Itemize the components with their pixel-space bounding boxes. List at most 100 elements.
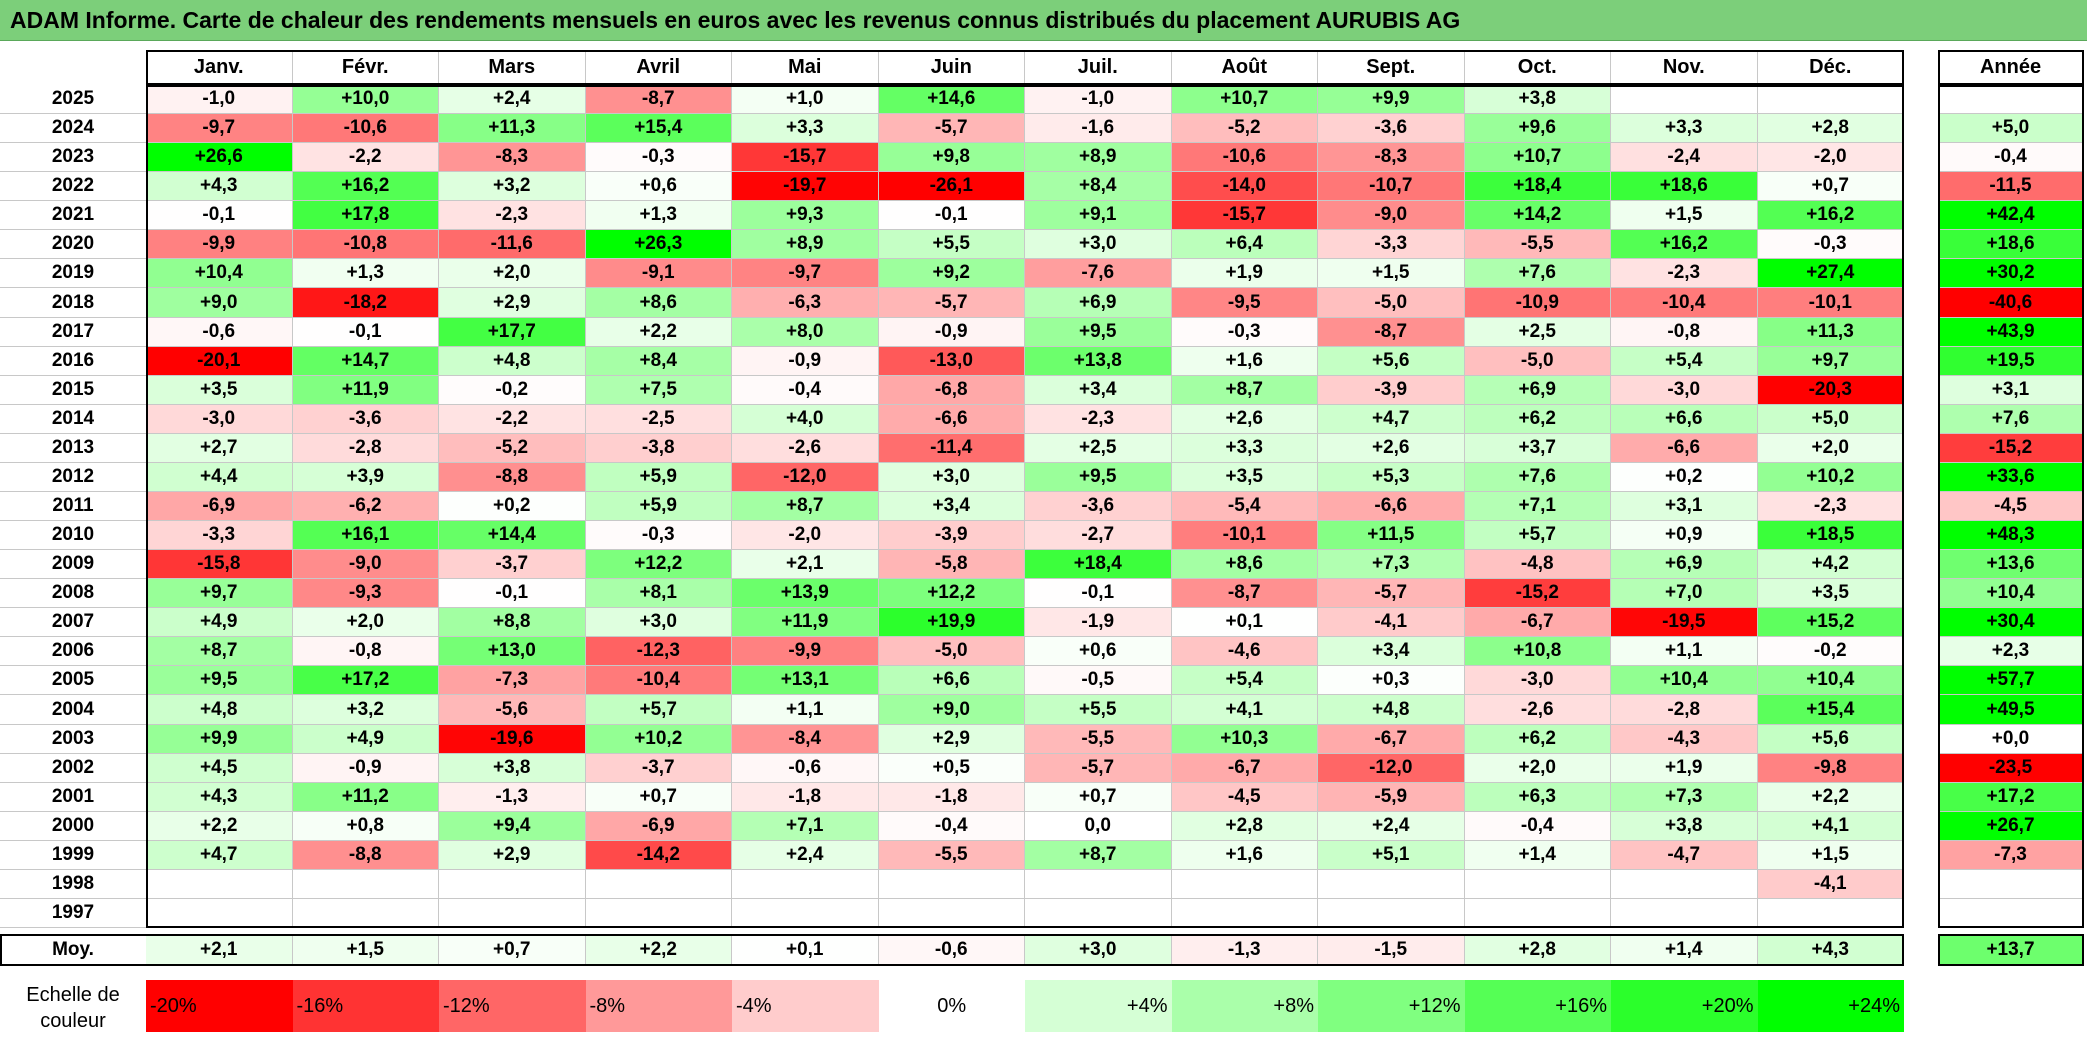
- heatmap-cell: +3,3: [1611, 114, 1758, 144]
- heatmap-cell: +8,4: [585, 346, 732, 376]
- heatmap-cell: +2,4: [732, 840, 879, 870]
- heatmap-cell: +1,5: [1757, 840, 1904, 870]
- heatmap-cell: +3,2: [292, 695, 439, 725]
- heatmap-cell: +2,5: [1025, 433, 1172, 463]
- heatmap-cell: +6,9: [1025, 288, 1172, 318]
- heatmap-cell: -3,3: [1318, 230, 1465, 260]
- year-total-cell: +18,6: [1938, 230, 2084, 260]
- heatmap-cell: -0,1: [1025, 579, 1172, 609]
- heatmap-cell: -9,0: [1318, 201, 1465, 231]
- heatmap-cell: [1464, 869, 1611, 899]
- heatmap-cell: -20,3: [1757, 375, 1904, 405]
- row-year-label: 2024: [0, 114, 146, 144]
- heatmap-cell: +11,9: [732, 608, 879, 638]
- heatmap-cell: -18,2: [292, 288, 439, 318]
- heatmap-cell: +10,3: [1171, 724, 1318, 754]
- heatmap-cell: -12,0: [1318, 753, 1465, 783]
- heatmap-cell: +4,3: [146, 172, 293, 202]
- heatmap-cell: -19,7: [732, 172, 879, 202]
- heatmap-cell: +8,7: [1171, 375, 1318, 405]
- heatmap-cell: +1,9: [1611, 753, 1758, 783]
- heatmap-cell: +8,7: [1025, 840, 1172, 870]
- heatmap-cell: +10,2: [1757, 462, 1904, 492]
- row-year-label: 1997: [0, 898, 146, 929]
- heatmap-cell: -1,9: [1025, 608, 1172, 638]
- heatmap-cell: -8,4: [732, 724, 879, 754]
- heatmap-cell: +6,9: [1464, 375, 1611, 405]
- month-header: Mars: [439, 50, 586, 85]
- heatmap-cell: +0,8: [292, 811, 439, 841]
- row-year-label: 2010: [0, 521, 146, 551]
- heatmap-cell: -10,6: [292, 114, 439, 144]
- month-header: Juil.: [1025, 50, 1172, 85]
- year-total-cell: -40,6: [1938, 288, 2084, 318]
- heatmap-cell: +9,0: [146, 288, 293, 318]
- heatmap-cell: [292, 898, 439, 929]
- heatmap-cell: +4,7: [146, 840, 293, 870]
- heatmap-cell: +18,4: [1464, 172, 1611, 202]
- heatmap-cell: -9,3: [292, 579, 439, 609]
- heatmap-cell: +18,5: [1757, 521, 1904, 551]
- heatmap-cell: +5,3: [1318, 462, 1465, 492]
- heatmap-cell: +0,9: [1611, 521, 1758, 551]
- heatmap-cell: +14,7: [292, 346, 439, 376]
- row-year-label: 2023: [0, 143, 146, 173]
- heatmap-cell: +2,8: [1757, 114, 1904, 144]
- heatmap-cell: -3,8: [585, 433, 732, 463]
- heatmap-cell: +3,4: [878, 491, 1025, 522]
- heatmap-cell: +10,4: [1611, 666, 1758, 696]
- heatmap-cell: +1,4: [1464, 840, 1611, 870]
- heatmap-cell: +2,2: [1757, 782, 1904, 812]
- heatmap-cell: +8,9: [1025, 143, 1172, 173]
- heatmap-cell: +9,9: [1318, 85, 1465, 115]
- heatmap-cell: [1318, 869, 1465, 899]
- year-total-cell: +7,6: [1938, 404, 2084, 434]
- heatmap-cell: +3,0: [585, 608, 732, 638]
- heatmap-cell: +2,0: [439, 259, 586, 289]
- heatmap-cell: -0,3: [585, 143, 732, 173]
- heatmap-cell: +2,5: [1464, 317, 1611, 347]
- row-year-label: 2013: [0, 433, 146, 463]
- heatmap-cell: -8,3: [1318, 143, 1465, 173]
- heatmap-cell: +9,5: [1025, 317, 1172, 347]
- average-cell: +2,1: [146, 934, 293, 966]
- heatmap-cell: -5,0: [1464, 346, 1611, 376]
- heatmap-cell: -9,7: [146, 114, 293, 144]
- average-cell: +4,3: [1757, 934, 1904, 966]
- heatmap-cell: -11,6: [439, 230, 586, 260]
- heatmap-cell: +6,2: [1464, 724, 1611, 754]
- heatmap-cell: +7,1: [1464, 491, 1611, 522]
- heatmap-cell: -5,5: [1464, 230, 1611, 260]
- heatmap-cell: -2,8: [292, 433, 439, 463]
- heatmap-cell: +1,5: [1318, 259, 1465, 289]
- heatmap-cell: +4,8: [146, 695, 293, 725]
- month-header: Janv.: [146, 50, 293, 85]
- heatmap-cell: +5,4: [1171, 666, 1318, 696]
- row-year-label: 2020: [0, 230, 146, 260]
- heatmap-cell: +6,4: [1171, 230, 1318, 260]
- heatmap-cell: +1,1: [1611, 637, 1758, 667]
- legend-swatch: +16%: [1464, 980, 1611, 1032]
- heatmap-cell: +6,9: [1611, 550, 1758, 580]
- heatmap-cell: +1,6: [1171, 840, 1318, 870]
- heatmap-cell: [146, 898, 293, 929]
- heatmap-cell: -2,2: [439, 404, 586, 434]
- heatmap-cell: +5,5: [1025, 695, 1172, 725]
- heatmap-cell: +6,2: [1464, 404, 1611, 434]
- heatmap-cell: +2,0: [292, 608, 439, 638]
- heatmap-cell: -3,6: [1318, 114, 1465, 144]
- heatmap-cell: +10,8: [1464, 637, 1611, 667]
- heatmap-cell: +4,7: [1318, 404, 1465, 434]
- legend-swatch: +12%: [1318, 980, 1465, 1032]
- heatmap-cell: [732, 898, 879, 929]
- heatmap-cell: -20,1: [146, 346, 293, 376]
- heatmap-cell: -3,6: [292, 404, 439, 434]
- heatmap-cell: +0,6: [1025, 637, 1172, 667]
- heatmap-cell: -12,3: [585, 637, 732, 667]
- heatmap-cell: +1,5: [1611, 201, 1758, 231]
- heatmap-cell: +5,7: [1464, 521, 1611, 551]
- heatmap-cell: -9,9: [732, 637, 879, 667]
- heatmap-cell: -14,2: [585, 840, 732, 870]
- row-year-label: 2017: [0, 317, 146, 347]
- heatmap-cell: +10,7: [1464, 143, 1611, 173]
